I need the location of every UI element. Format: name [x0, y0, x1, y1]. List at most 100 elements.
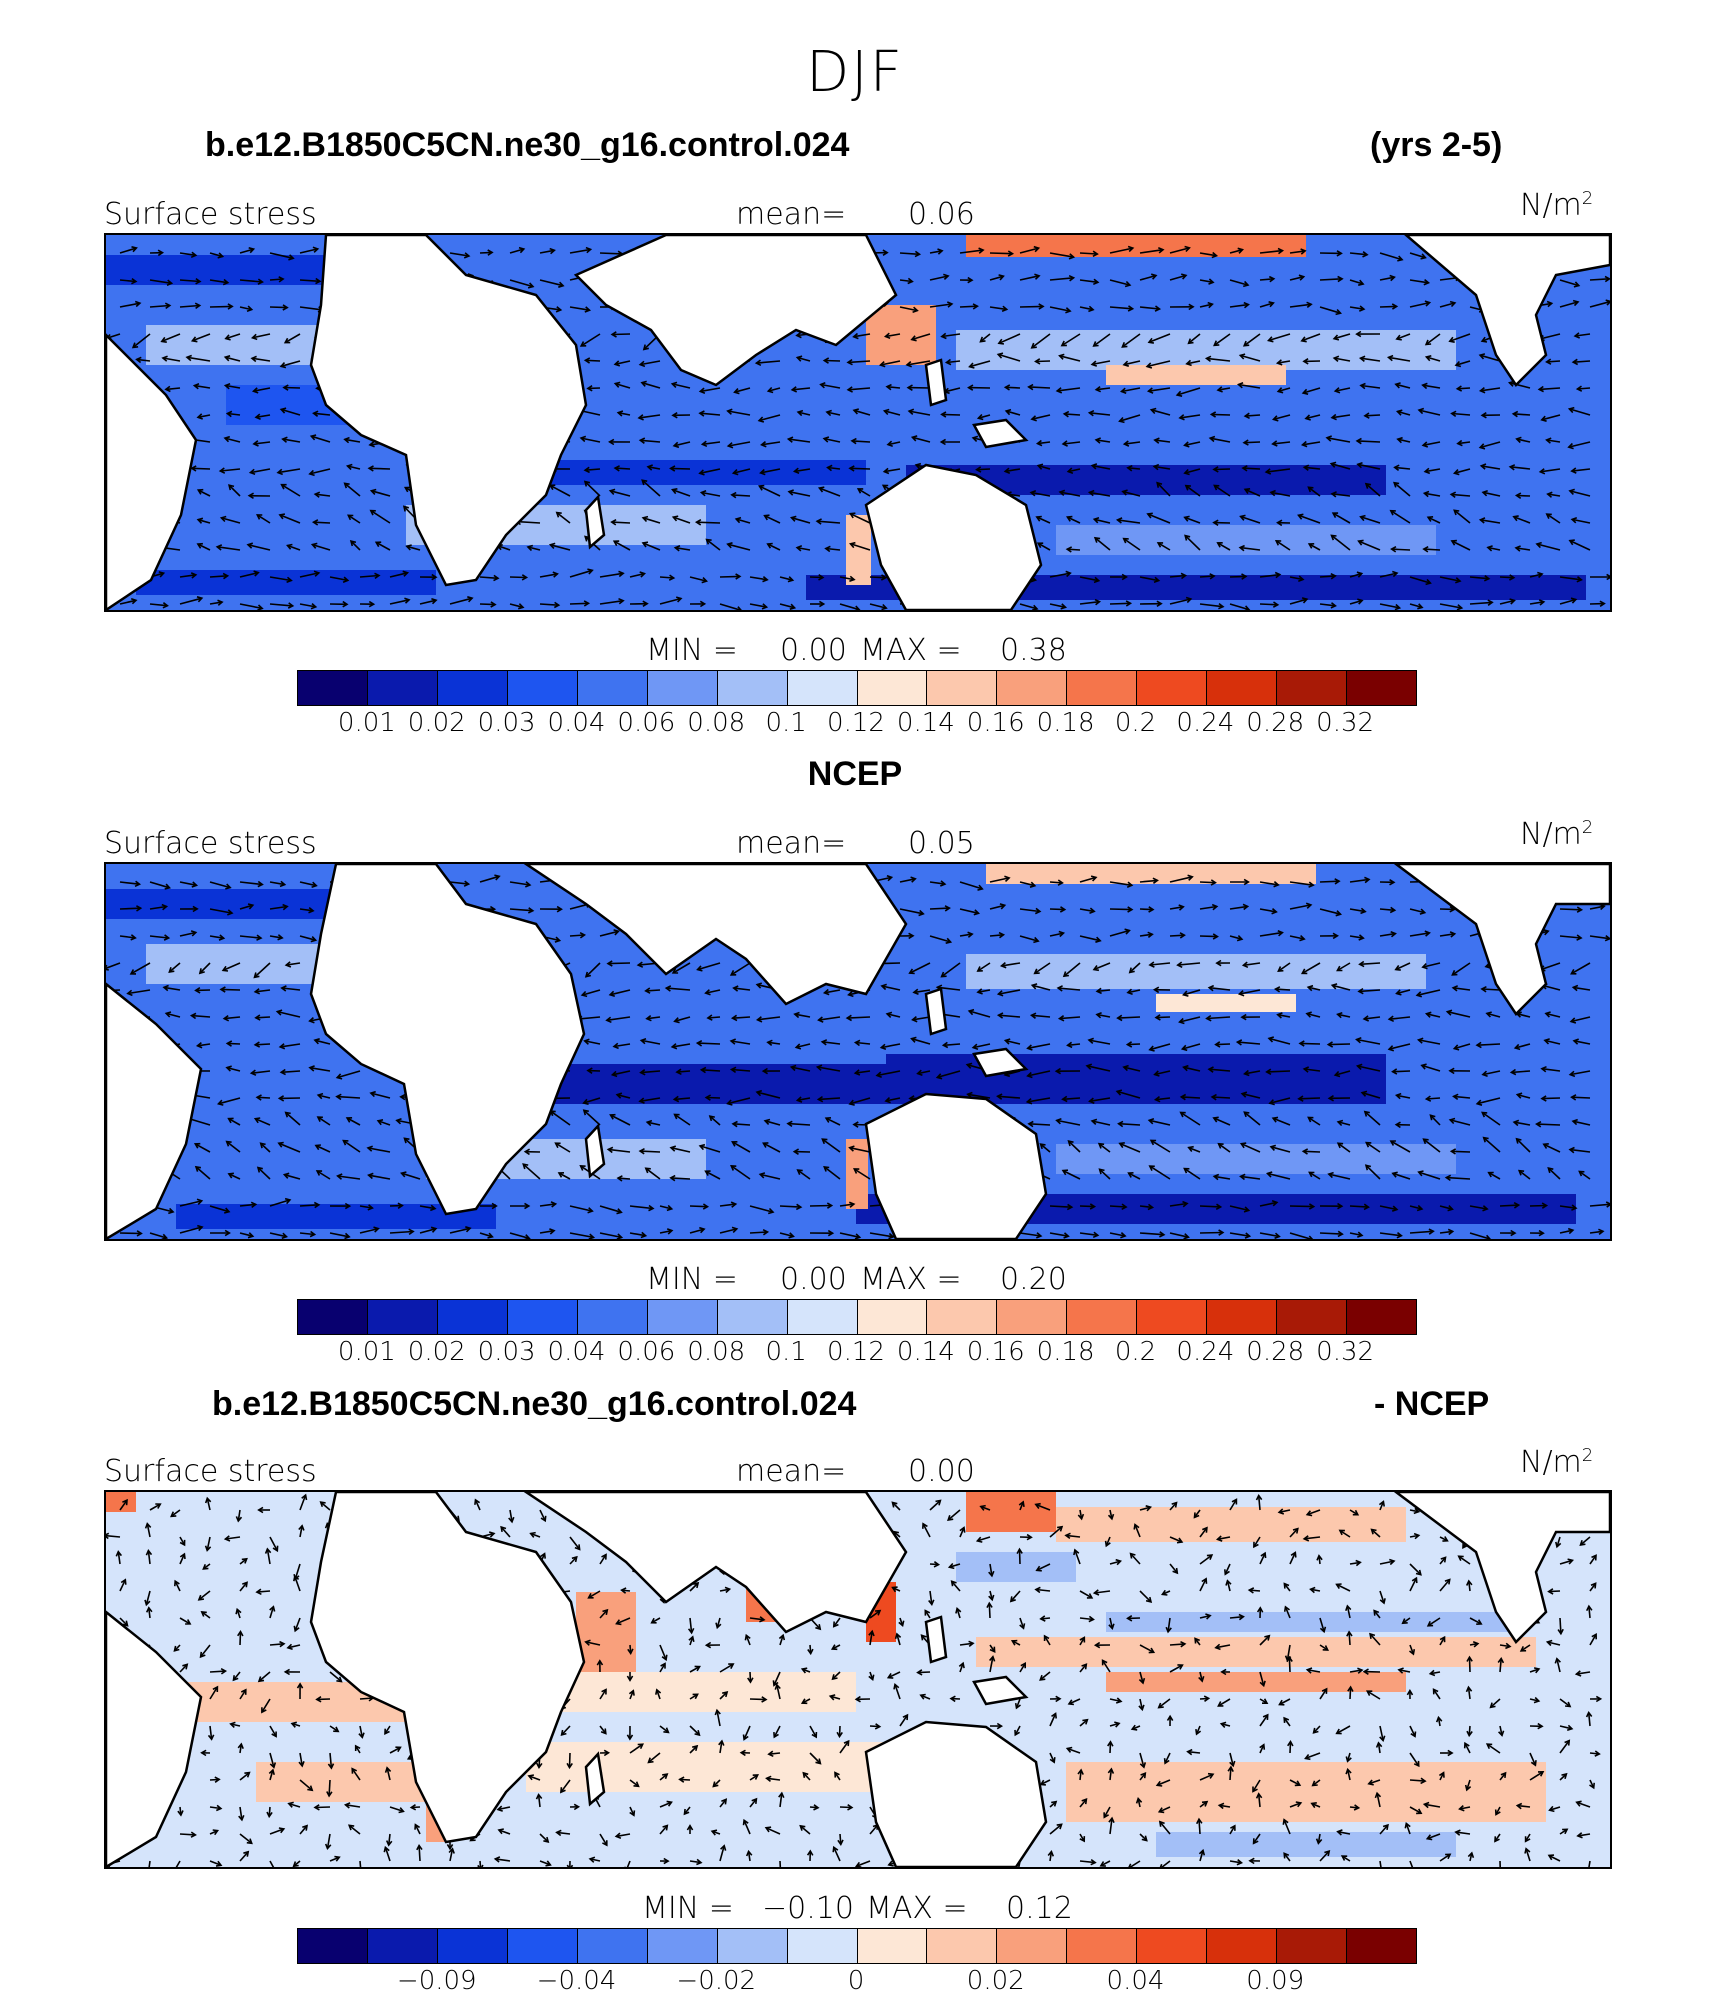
wind-vector — [821, 1138, 841, 1153]
wind-vector-head — [293, 1625, 300, 1633]
wind-vector — [179, 931, 196, 937]
wind-vector — [1259, 931, 1283, 937]
wind-vector — [1405, 1823, 1411, 1835]
wind-vector — [269, 252, 294, 260]
wind-vector — [195, 1166, 211, 1180]
wind-vector-head — [910, 335, 917, 342]
wind-vector-head — [1119, 387, 1127, 395]
wind-vector — [674, 1113, 691, 1126]
wind-vector-head — [527, 907, 535, 914]
wind-vector — [1067, 516, 1081, 524]
wind-vector — [299, 306, 323, 311]
wind-vector-head — [179, 1552, 186, 1560]
wind-vector-head — [615, 1619, 622, 1626]
wind-vector — [1049, 1526, 1063, 1538]
wind-vector-head — [1547, 1588, 1554, 1595]
wind-vector — [645, 1167, 661, 1180]
wind-vector-head — [316, 1116, 323, 1122]
wind-vector — [239, 1851, 249, 1862]
wind-vector-head — [284, 1197, 292, 1205]
wind-vector-head — [1283, 1852, 1290, 1859]
wind-vector-head — [135, 356, 142, 364]
wind-vector-head — [1537, 1722, 1544, 1730]
wind-vector-head — [1379, 1598, 1386, 1605]
wind-vector-head — [1092, 1589, 1100, 1596]
wind-vector-head — [1425, 578, 1432, 586]
wind-vector-head — [1283, 1605, 1290, 1612]
wind-vector — [1229, 1767, 1232, 1781]
wind-vector-head — [1397, 1667, 1404, 1674]
wind-vector — [1547, 1641, 1561, 1646]
wind-vector-head — [257, 880, 264, 888]
wind-vector-head — [1264, 1634, 1271, 1641]
wind-vector-head — [673, 1017, 680, 1024]
wind-vector — [1149, 962, 1171, 966]
wind-vector — [1019, 935, 1039, 942]
wind-vector-head — [1067, 1140, 1074, 1147]
wind-vector-head — [626, 1675, 634, 1682]
wind-vector-head — [228, 484, 235, 491]
wind-vector-head — [1546, 491, 1553, 498]
wind-vector — [1525, 1848, 1531, 1862]
wind-vector-head — [1310, 1802, 1317, 1809]
wind-vector — [1267, 1172, 1291, 1180]
wind-vector — [676, 1070, 691, 1073]
wind-vector — [1127, 989, 1141, 994]
wind-vector-head — [271, 1731, 277, 1738]
wind-vector-head — [959, 1526, 966, 1533]
wind-vector — [1278, 1509, 1291, 1514]
wind-vector — [1499, 1204, 1519, 1207]
wind-vector-head — [166, 279, 174, 286]
wind-vector — [959, 305, 978, 308]
wind-vector — [1298, 1097, 1321, 1100]
wind-vector-head — [848, 512, 856, 519]
wind-vector — [1240, 546, 1261, 551]
wind-vector-head — [1345, 1604, 1352, 1611]
wind-vector — [766, 1777, 781, 1781]
wind-vector-head — [1301, 597, 1309, 604]
wind-vector — [269, 1232, 287, 1238]
wind-vector-head — [222, 572, 230, 580]
wind-vector-head — [1122, 1064, 1129, 1072]
wind-vector-head — [1176, 1537, 1184, 1544]
wind-vector — [1187, 1750, 1201, 1754]
wind-vector — [735, 518, 751, 524]
wind-vector — [749, 1798, 758, 1808]
wind-vector — [315, 1144, 331, 1153]
wind-vector — [329, 1752, 333, 1769]
wind-vector-head — [1575, 1800, 1582, 1807]
wind-vector — [569, 306, 590, 311]
wind-vector — [1288, 1657, 1291, 1673]
colorbar-tick-label: −0.09 — [396, 1966, 477, 1996]
wind-vector — [1229, 905, 1248, 910]
wind-vector — [375, 541, 391, 551]
wind-vector — [1095, 439, 1111, 443]
wind-vector-head — [1454, 1829, 1461, 1836]
wind-vector-head — [400, 1171, 407, 1178]
wind-vector-head — [686, 1824, 694, 1831]
wind-vector — [389, 572, 408, 578]
wind-vector-head — [214, 1776, 221, 1783]
colorbar-tick-label: 0.01 — [337, 1337, 396, 1367]
wind-vector-head — [718, 1739, 725, 1746]
wind-vector-head — [1216, 386, 1223, 393]
wind-vector — [528, 1775, 541, 1781]
wind-vector — [1062, 1169, 1081, 1180]
colorbar-swatch — [1277, 671, 1348, 705]
wind-vector-head — [886, 1672, 894, 1679]
wind-vector-head — [714, 1708, 721, 1716]
wind-vector-head — [1283, 1716, 1290, 1723]
wind-vector-head — [729, 1038, 737, 1045]
wind-vector — [479, 1232, 493, 1238]
wind-vector-head — [1030, 983, 1038, 990]
colorbar-tick-label: 0.03 — [477, 1337, 536, 1367]
wind-vector-head — [647, 1757, 654, 1764]
wind-vector — [1056, 1119, 1081, 1126]
wind-vector-head — [1122, 440, 1130, 447]
wind-vector-head — [868, 1674, 875, 1682]
wind-vector-head — [1573, 281, 1581, 288]
wind-vector — [1319, 1688, 1328, 1700]
wind-vector — [1346, 1769, 1351, 1781]
wind-vector — [1572, 1120, 1591, 1126]
wind-vector-head — [1182, 1064, 1189, 1072]
